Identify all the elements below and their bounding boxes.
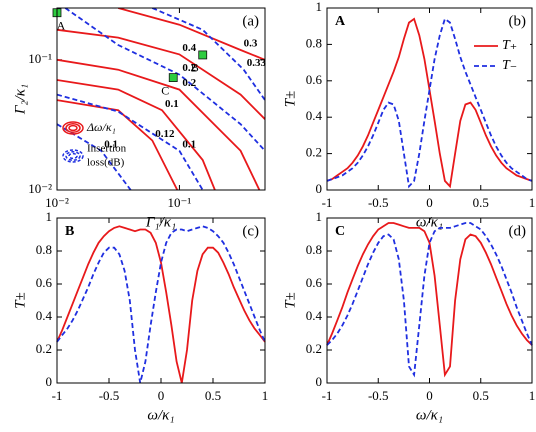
contour-label: 0.2	[182, 62, 196, 74]
panel: -1 -0.5 0 0.5 1 0 0.2 0.4 0.6 0.8 1 ω/κ₁ T± B (c)	[12, 209, 268, 423]
contour-line	[57, 99, 179, 190]
y-tick-label: 0.8	[306, 242, 322, 257]
y-tick-label: 10⁻¹	[28, 51, 52, 66]
plot-frame	[56, 217, 266, 384]
x-tick-label: 10⁻²	[45, 195, 69, 210]
point-label: A	[57, 18, 66, 32]
x-axis-label: ω/κ₁	[416, 407, 443, 423]
contour-label: 0.1	[165, 98, 179, 110]
y-tick-label: 0.8	[306, 35, 322, 50]
panel-label: (c)	[242, 223, 259, 239]
contour-label: 0.12	[155, 128, 175, 140]
x-tick-label: 1	[529, 388, 536, 403]
point-marker	[168, 73, 178, 83]
y-tick-label: 0	[316, 374, 323, 389]
contour-label: 0.33	[247, 57, 267, 69]
series-line	[56, 225, 266, 384]
series-line	[326, 17, 533, 189]
contour-line	[57, 58, 261, 190]
plot-frame	[56, 7, 266, 191]
legend-label: Δω/κ₁	[86, 120, 116, 134]
contour-label: 0.2	[182, 77, 196, 89]
x-tick-label: -1	[322, 388, 333, 403]
y-tick-label: 0.6	[36, 275, 53, 290]
x-tick-label: -0.5	[99, 388, 120, 403]
x-tick-label: 1	[262, 388, 269, 403]
legend-icon	[68, 124, 78, 132]
y-axis-label: T±	[282, 292, 298, 309]
x-tick-label: 0.5	[205, 388, 221, 403]
legend-icon	[62, 149, 84, 163]
panel: 10⁻² 10⁻¹10⁻²10⁻¹Γ₁/κ₁Γ₂/κ₁0.30.40.20.10.…	[12, 7, 267, 230]
x-tick-label: 0	[426, 388, 433, 403]
x-tick-label: 10⁻¹	[168, 195, 192, 210]
x-tick-label: 0.5	[473, 195, 489, 210]
y-axis-label: T±	[282, 91, 298, 108]
contour-line	[64, 8, 265, 152]
legend-icon	[68, 152, 78, 160]
series-line	[326, 222, 533, 378]
panel-label: (b)	[509, 13, 527, 29]
series-line	[56, 225, 266, 384]
contour-line	[57, 93, 204, 190]
contour-line	[57, 123, 132, 190]
point-marker	[198, 50, 208, 60]
x-tick-label: -0.5	[368, 195, 389, 210]
panel: -1 -0.5 0 0.5 100.20.40.60.81ω/κ₁T±AT₊T₋(b)	[282, 0, 535, 230]
x-tick-label: -1	[52, 388, 63, 403]
x-tick-label: 0	[426, 195, 433, 210]
legend-icon	[65, 151, 81, 161]
y-tick-label: 0.6	[306, 72, 323, 87]
plot-frame	[326, 7, 533, 191]
y-tick-label: 0.4	[306, 108, 323, 123]
point-label: B	[191, 61, 199, 75]
contour-label: 0.4	[182, 42, 196, 54]
y-axis-label: T±	[12, 292, 28, 309]
x-tick-label: 0	[158, 388, 165, 403]
y-tick-label: 1	[316, 0, 323, 14]
point-label: C	[335, 224, 345, 239]
y-tick-label: 0.8	[36, 242, 52, 257]
y-tick-label: 0.2	[36, 341, 52, 356]
y-tick-label: 0.2	[306, 145, 322, 160]
y-tick-label: 1	[316, 209, 323, 224]
legend-label: T₋	[502, 58, 517, 73]
x-tick-label: 1	[529, 195, 536, 210]
y-tick-label: 0.2	[306, 341, 322, 356]
contour-line	[57, 28, 265, 120]
x-tick-label: -1	[322, 195, 333, 210]
legend-icon	[62, 121, 84, 135]
contour-line	[151, 8, 265, 101]
panel: -1 -0.5 0 0.5 1 0 0.2 0.4 0.6 0.8 1 ω/κ₁ T± C (d)	[282, 209, 535, 423]
legend-box	[474, 34, 530, 78]
legend-label: loss(dB)	[87, 157, 125, 169]
y-tick-label: 0.4	[306, 308, 323, 323]
x-tick-label: 0.5	[473, 388, 489, 403]
contour-label: 0.1	[104, 138, 118, 150]
y-tick-label: 10⁻²	[28, 181, 52, 196]
point-label: B	[65, 224, 74, 239]
panel-label: (a)	[242, 13, 259, 29]
contour-label: 0.3	[244, 38, 258, 50]
point-label: C	[161, 83, 169, 97]
y-tick-label: 1	[46, 209, 53, 224]
point-label: A	[335, 14, 346, 29]
x-axis-label: ω/κ₁	[147, 407, 174, 423]
panel-label: (d)	[509, 223, 527, 239]
contour-line	[57, 79, 216, 190]
y-tick-label: 0.4	[36, 308, 53, 323]
y-tick-label: 0	[46, 374, 53, 389]
plot-frame	[326, 217, 533, 384]
legend-icon	[65, 123, 81, 133]
y-tick-label: 0.6	[306, 275, 323, 290]
legend-label: T₊	[502, 38, 517, 53]
x-tick-label: -0.5	[368, 388, 389, 403]
contour-label: 0.1	[182, 138, 196, 150]
legend-label: Insertion	[87, 143, 127, 155]
series-line	[326, 222, 533, 378]
y-axis-label: Γ₂/κ₁	[12, 84, 28, 115]
y-tick-label: 0	[316, 181, 323, 196]
contours	[57, 8, 265, 190]
